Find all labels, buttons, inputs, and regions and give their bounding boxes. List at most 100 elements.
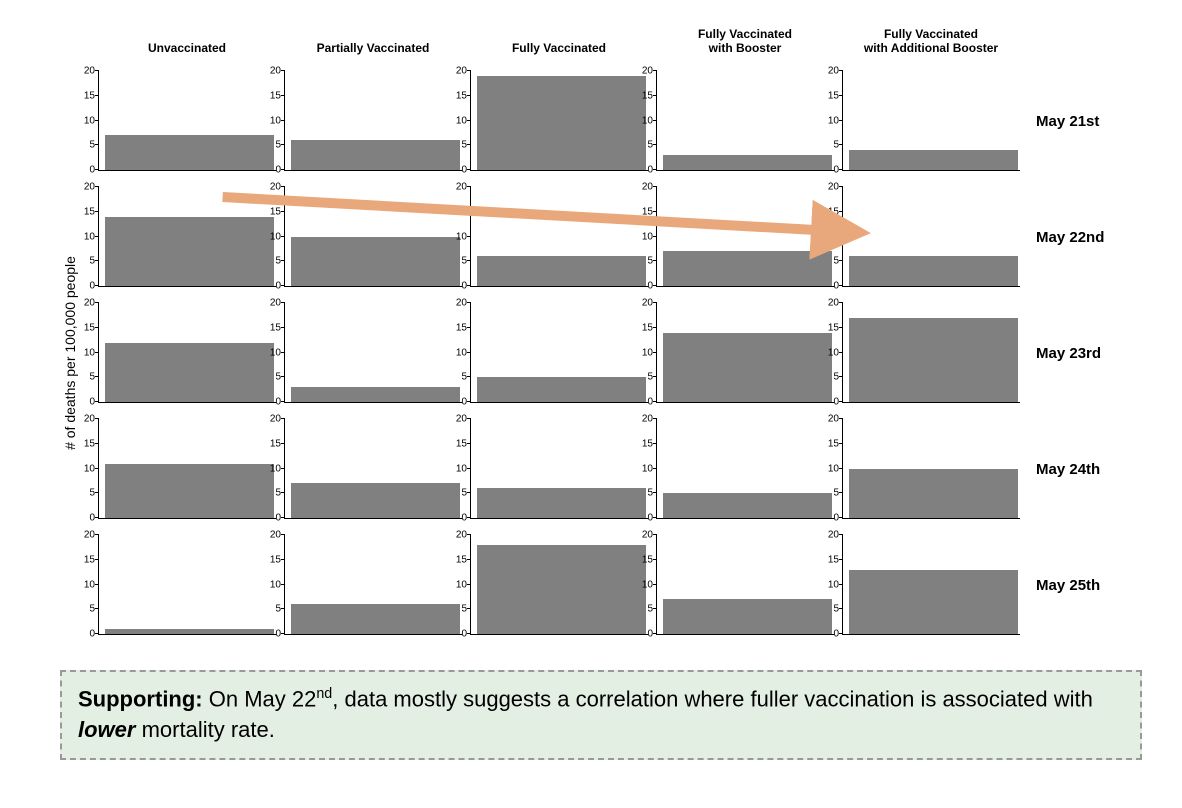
row-label: May 25th [1028,530,1148,640]
y-tick-label: 15 [633,438,653,449]
y-tick-label: 5 [447,604,467,615]
bar [291,140,460,170]
bar [291,483,460,518]
bar [477,256,646,286]
y-tick-label: 0 [819,397,839,408]
y-tick-label: 5 [261,372,281,383]
y-tick-label: 10 [447,579,467,590]
y-tick-label: 5 [261,488,281,499]
y-tick-label: 0 [819,629,839,640]
chart-cell: 05101520 [98,71,276,171]
y-tick-label: 5 [819,488,839,499]
y-tick-label: 20 [447,414,467,425]
chart-cell: 05101520 [284,535,462,635]
chart-cell: 05101520 [656,303,834,403]
y-tick-label: 0 [819,165,839,176]
bar [477,488,646,518]
bar [105,343,274,402]
chart-cell: 05101520 [470,303,648,403]
y-tick-label: 5 [75,256,95,267]
y-tick-label: 10 [261,579,281,590]
chart-cell: 05101520 [842,187,1020,287]
y-tick-label: 10 [75,347,95,358]
y-tick-label: 20 [261,66,281,77]
chart-cell: 05101520 [842,535,1020,635]
y-tick-label: 20 [819,414,839,425]
y-tick-label: 20 [261,182,281,193]
bar [105,135,274,170]
y-tick-label: 10 [447,231,467,242]
y-tick-label: 10 [633,347,653,358]
y-tick-label: 0 [261,513,281,524]
y-tick-label: 0 [75,397,95,408]
chart-cell: 05101520 [656,419,834,519]
chart-cell: 05101520 [656,187,834,287]
y-tick-label: 10 [261,115,281,126]
bar [477,545,646,634]
bar [105,464,274,518]
y-tick-label: 15 [75,206,95,217]
chart-cell: 05101520 [98,303,276,403]
chart-cell: 05101520 [284,419,462,519]
y-tick-label: 10 [633,579,653,590]
y-tick-label: 15 [261,90,281,101]
y-tick-label: 10 [75,115,95,126]
chart-cell: 05101520 [470,187,648,287]
caption-text-2: , data mostly suggests a correlation whe… [332,686,1093,711]
y-tick-label: 5 [75,372,95,383]
chart-cell: 05101520 [842,419,1020,519]
col-header: Fully Vaccinatedwith Additional Booster [842,20,1020,60]
y-tick-label: 10 [633,115,653,126]
y-tick-label: 20 [261,298,281,309]
y-tick-label: 0 [75,165,95,176]
chart-cell: 05101520 [656,71,834,171]
y-tick-label: 15 [447,322,467,333]
bar [105,217,274,286]
y-tick-label: 15 [819,554,839,565]
y-tick-label: 20 [75,66,95,77]
chart-cell: 05101520 [656,535,834,635]
bar [849,570,1018,634]
y-tick-label: 15 [447,438,467,449]
chart-cell: 05101520 [98,187,276,287]
y-tick-label: 15 [819,438,839,449]
col-header: Fully Vaccinatedwith Booster [656,20,834,60]
bar [663,333,832,402]
bar [849,318,1018,402]
row-label: May 23rd [1028,298,1148,408]
y-tick-label: 15 [261,322,281,333]
y-tick-label: 0 [633,629,653,640]
y-tick-label: 15 [819,206,839,217]
y-tick-label: 5 [75,140,95,151]
y-tick-label: 15 [261,554,281,565]
bar [291,387,460,402]
y-tick-label: 20 [75,298,95,309]
y-tick-label: 20 [819,298,839,309]
y-tick-label: 0 [261,397,281,408]
y-tick-label: 5 [447,372,467,383]
y-tick-label: 10 [819,463,839,474]
y-tick-label: 0 [75,513,95,524]
y-tick-label: 0 [447,397,467,408]
y-tick-label: 15 [447,554,467,565]
y-tick-label: 15 [633,322,653,333]
y-tick-label: 0 [447,629,467,640]
y-tick-label: 15 [633,206,653,217]
bar [663,493,832,518]
y-tick-label: 10 [633,463,653,474]
y-tick-label: 5 [633,372,653,383]
y-tick-label: 20 [633,182,653,193]
chart-cell: 05101520 [284,187,462,287]
y-tick-label: 15 [75,438,95,449]
y-tick-label: 0 [75,629,95,640]
y-tick-label: 5 [633,604,653,615]
y-tick-label: 15 [75,554,95,565]
chart-cell: 05101520 [842,303,1020,403]
y-tick-label: 10 [819,579,839,590]
chart-cell: 05101520 [284,303,462,403]
y-tick-label: 0 [633,397,653,408]
y-tick-label: 10 [75,463,95,474]
bar [849,469,1018,519]
chart-cell: 05101520 [98,419,276,519]
y-tick-label: 10 [447,115,467,126]
